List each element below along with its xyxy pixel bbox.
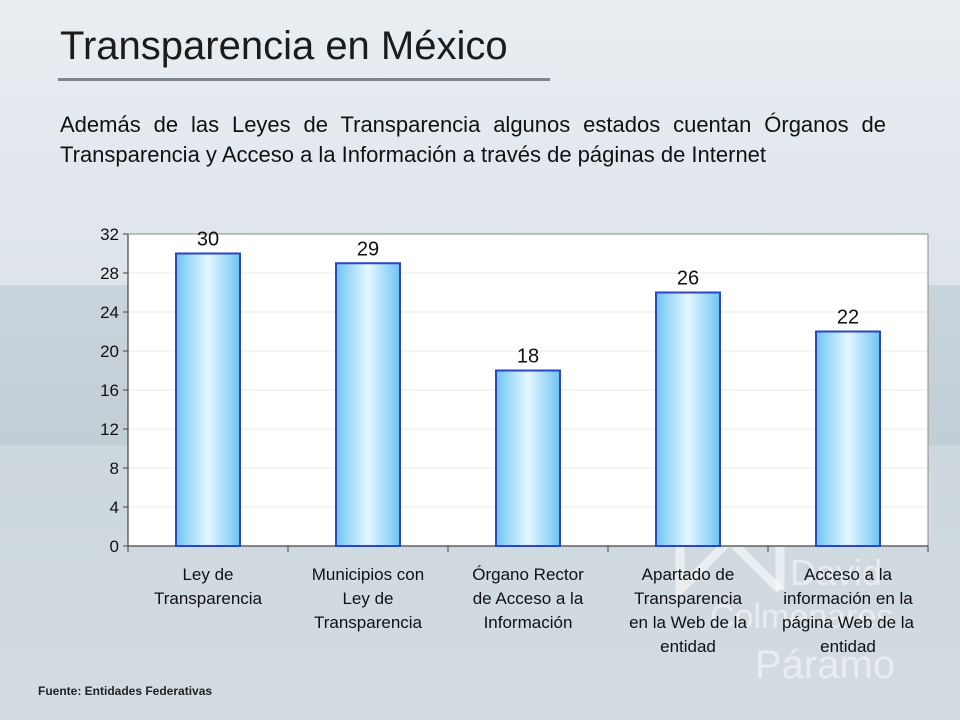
y-tick-label: 0 [110,537,119,556]
y-tick-label: 8 [110,459,119,478]
title-underline [58,78,550,81]
data-label: 30 [197,229,219,251]
y-tick-label: 32 [100,225,119,244]
data-label: 22 [837,307,859,329]
data-label: 29 [357,238,379,260]
data-label: 18 [517,346,539,368]
bar [495,369,561,547]
y-tick-label: 24 [100,303,119,322]
data-label: 26 [677,268,699,290]
x-tick-label: Acceso a la información en la página Web d… [782,565,915,656]
y-tick-label: 28 [100,264,119,283]
y-tick-label: 4 [110,498,119,517]
svg-text:Colmenares: Colmenares [710,598,893,636]
slide-title: Transparencia en México [60,24,508,68]
bar [335,262,401,547]
y-tick-label: 20 [100,342,119,361]
source-note: Fuente: Entidades Federativas [38,684,213,698]
intro-paragraph: Además de las Leyes de Transparencia alg… [60,112,886,167]
x-tick-label: Apartado de Transparencia en la Web de la e… [629,565,747,656]
svg-text:Páramo: Páramo [755,643,895,687]
x-tick-label: Órgano Rector de Acceso a la Información [472,565,584,632]
watermark-logo: David Colmenares Páramo [675,485,895,687]
bar [655,291,721,547]
y-tick-label: 12 [100,420,119,439]
bar [815,330,881,547]
bar [175,252,241,547]
y-tick-label: 16 [100,381,119,400]
x-tick-label: Ley de Transparencia [154,565,263,608]
svg-text:David: David [790,552,882,593]
x-tick-label: Municipios con Ley de Transparencia [312,565,424,632]
